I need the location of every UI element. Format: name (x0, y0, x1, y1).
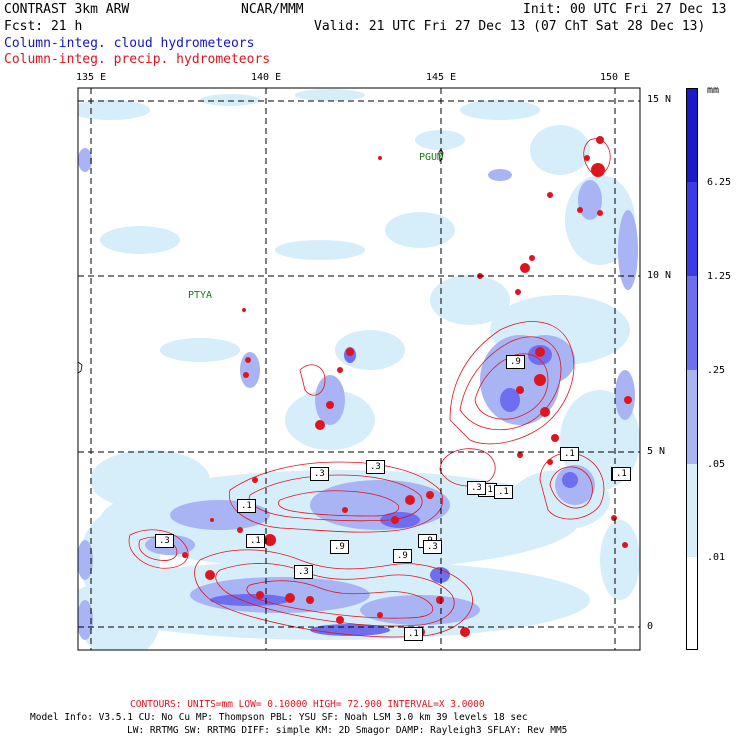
contour-label: .3 (423, 540, 442, 554)
contour-label: .9 (393, 549, 412, 563)
colorbar-label-6-25: 6.25 (707, 177, 732, 188)
colorbar-bin-4 (686, 464, 698, 557)
contour-label: .3 (155, 534, 174, 548)
colorbar-label-0-25: .25 (707, 365, 726, 376)
lon-label-135: 135 E (76, 72, 107, 83)
contour-label: .3 (310, 467, 329, 481)
colorbar-unit: mm (707, 85, 720, 96)
contour-label: .3 (294, 565, 313, 579)
contour-label: .3 (366, 460, 385, 474)
colorbar-bin-5 (686, 557, 698, 650)
contour-label: .1 (612, 467, 631, 481)
lon-label-145: 145 E (426, 72, 457, 83)
valid-time: Valid: 21 UTC Fri 27 Dec 13 (07 ChT Sat … (314, 19, 706, 34)
init-time: Init: 00 UTC Fri 27 Dec 13 (523, 2, 727, 17)
lon-label-140: 140 E (251, 72, 282, 83)
station-pgum: PGUM (419, 152, 444, 163)
contour-label: .1 (494, 485, 513, 499)
lat-label-15n: 15 N (647, 94, 672, 105)
precip-field-label: Column-integ. precip. hydrometeors (4, 52, 271, 67)
contour-label: .9 (330, 540, 349, 554)
map-frame (77, 87, 641, 651)
contour-info: CONTOURS: UNITS=mm LOW= 0.10000 HIGH= 72… (130, 699, 485, 710)
lon-label-150: 150 E (600, 72, 631, 83)
colorbar-bin-2 (686, 276, 698, 370)
model-title: CONTRAST 3km ARW (4, 2, 130, 17)
graticule (78, 88, 640, 650)
org-label: NCAR/MMM (241, 2, 304, 17)
contour-label: .1 (404, 627, 423, 641)
colorbar-bin-0 (686, 88, 698, 182)
contour-label: .1 (560, 447, 579, 461)
colorbar-bin-1 (686, 182, 698, 276)
lat-label-10n: 10 N (647, 270, 672, 281)
forecast-hour: Fcst: 21 h (4, 19, 83, 34)
cloud-field-label: Column-integ. cloud hydrometeors (4, 36, 255, 51)
model-info: Model Info: V3.5.1 CU: No Cu MP: Thompso… (30, 712, 528, 723)
contour-label: .1 (237, 499, 256, 513)
contour-label: .1 (246, 534, 265, 548)
colorbar-label-0-01: .01 (707, 552, 726, 563)
lat-label-5n: 5 N (647, 446, 666, 457)
colorbar-label-0-05: .05 (707, 459, 726, 470)
contour-label: .9 (506, 355, 525, 369)
model-info-physics: LW: RRTMG SW: RRTMG DIFF: simple KM: 2D … (127, 725, 568, 736)
lat-label-0: 0 (647, 621, 654, 632)
contour-label: .3 (467, 481, 486, 495)
colorbar-bin-3 (686, 370, 698, 464)
station-ptya: PTYA (188, 290, 213, 301)
colorbar-label-1-25: 1.25 (707, 271, 732, 282)
